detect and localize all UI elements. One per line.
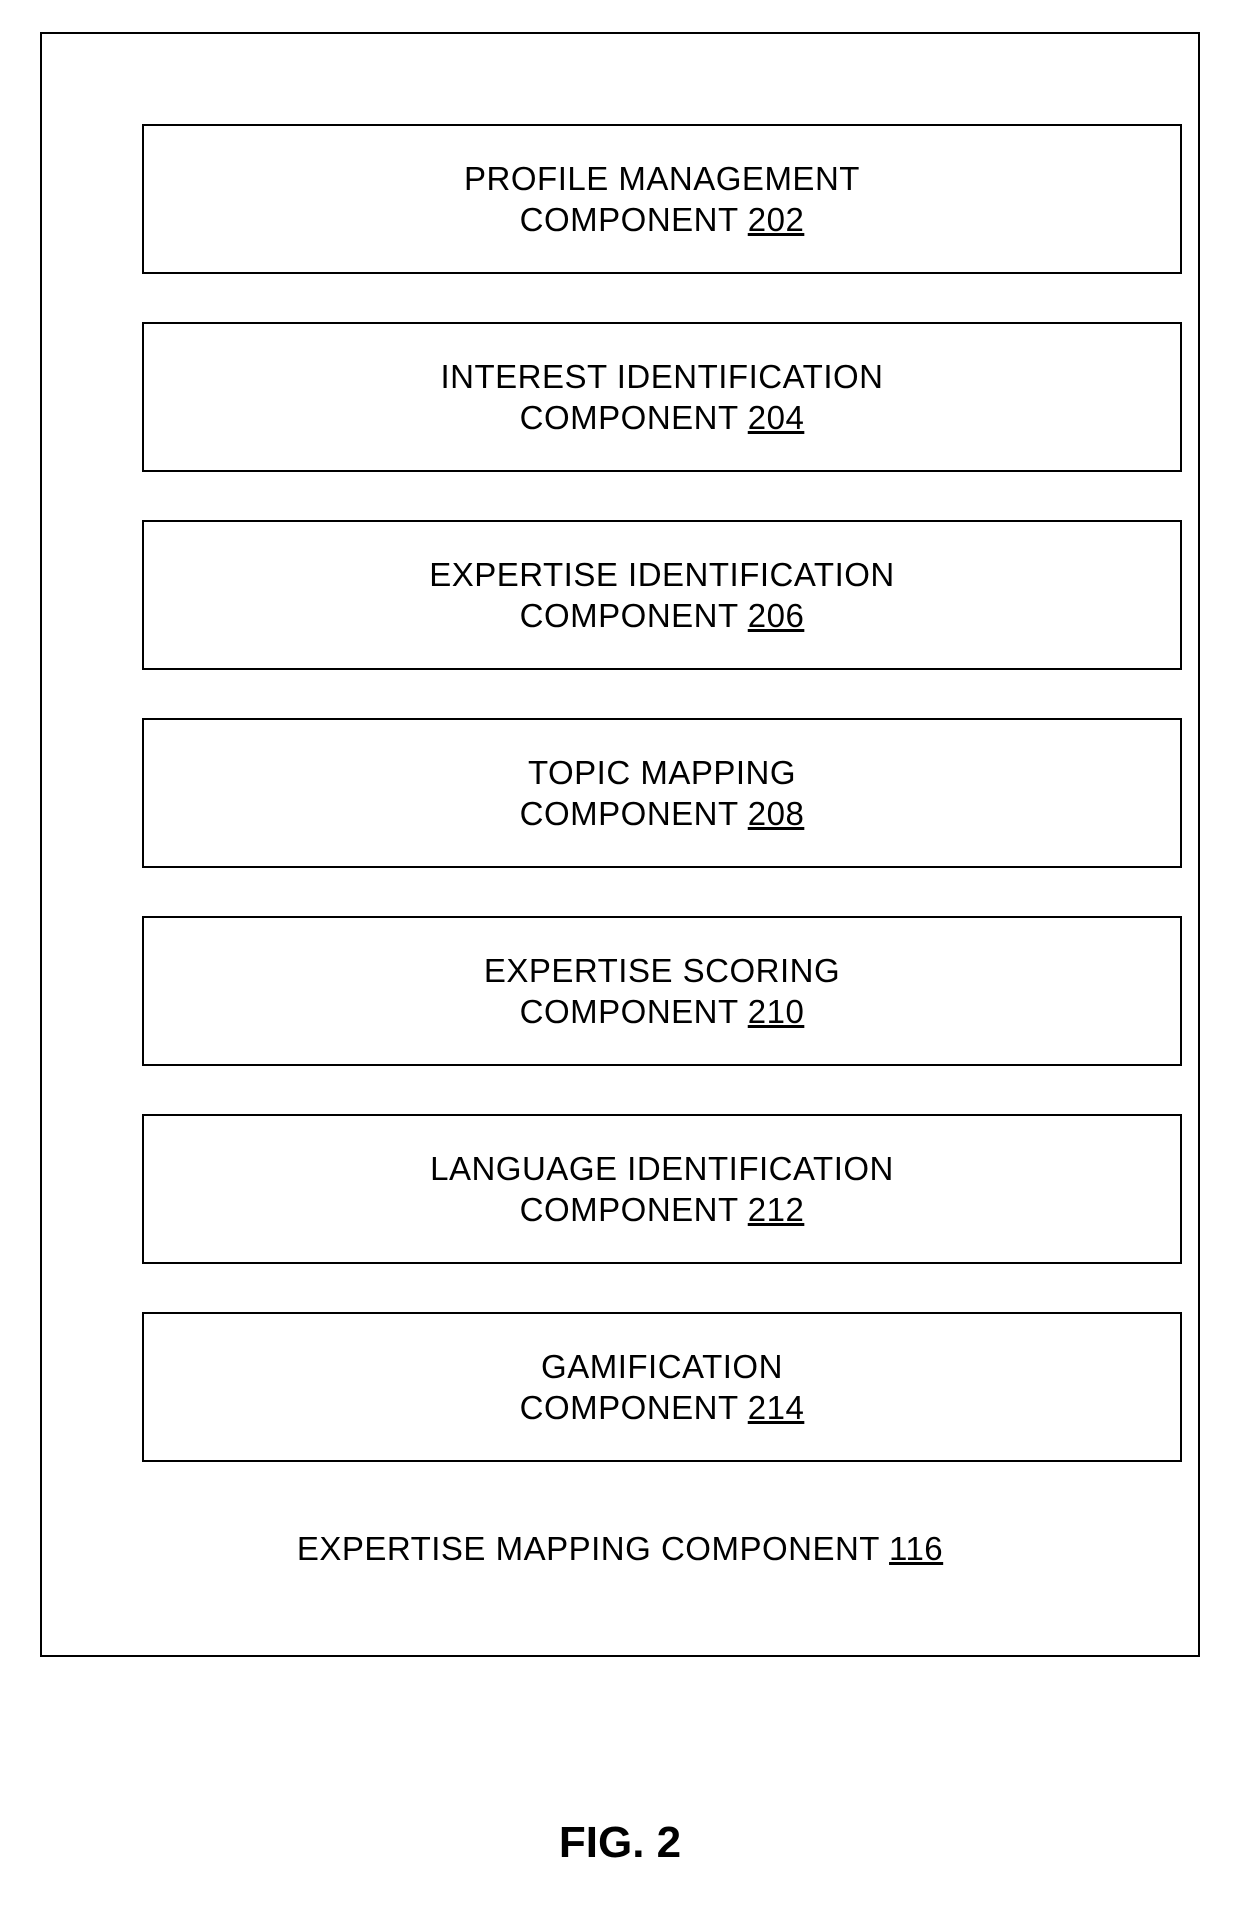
box-title: TOPIC MAPPING [528, 752, 796, 793]
gamification-box: GAMIFICATION COMPONENT 214 [142, 1312, 1182, 1462]
expertise-scoring-box: EXPERTISE SCORING COMPONENT 210 [142, 916, 1182, 1066]
ref-number: 202 [748, 201, 805, 238]
language-identification-box: LANGUAGE IDENTIFICATION COMPONENT 212 [142, 1114, 1182, 1264]
box-title: LANGUAGE IDENTIFICATION [430, 1148, 894, 1189]
box-subtitle: COMPONENT 208 [520, 793, 805, 834]
expertise-identification-box: EXPERTISE IDENTIFICATION COMPONENT 206 [142, 520, 1182, 670]
figure-page: PROFILE MANAGEMENT COMPONENT 202 INTERES… [0, 0, 1240, 1921]
box-title: INTEREST IDENTIFICATION [441, 356, 884, 397]
expertise-mapping-component-box: PROFILE MANAGEMENT COMPONENT 202 INTERES… [40, 32, 1200, 1657]
topic-mapping-box: TOPIC MAPPING COMPONENT 208 [142, 718, 1182, 868]
box-subtitle: COMPONENT 202 [520, 199, 805, 240]
ref-number: 210 [748, 993, 805, 1030]
box-subtitle: COMPONENT 210 [520, 991, 805, 1032]
ref-number: 206 [748, 597, 805, 634]
box-title: PROFILE MANAGEMENT [464, 158, 860, 199]
box-title: GAMIFICATION [541, 1346, 783, 1387]
interest-identification-box: INTEREST IDENTIFICATION COMPONENT 204 [142, 322, 1182, 472]
ref-number: 204 [748, 399, 805, 436]
ref-number: 212 [748, 1191, 805, 1228]
container-label: EXPERTISE MAPPING COMPONENT 116 [0, 1530, 1240, 1568]
ref-number: 208 [748, 795, 805, 832]
ref-number: 116 [889, 1530, 943, 1567]
box-subtitle: COMPONENT 206 [520, 595, 805, 636]
ref-number: 214 [748, 1389, 805, 1426]
box-subtitle: COMPONENT 212 [520, 1189, 805, 1230]
box-subtitle: COMPONENT 214 [520, 1387, 805, 1428]
box-subtitle: COMPONENT 204 [520, 397, 805, 438]
box-title: EXPERTISE SCORING [484, 950, 840, 991]
profile-management-box: PROFILE MANAGEMENT COMPONENT 202 [142, 124, 1182, 274]
figure-caption: FIG. 2 [0, 1818, 1240, 1868]
box-title: EXPERTISE IDENTIFICATION [429, 554, 895, 595]
